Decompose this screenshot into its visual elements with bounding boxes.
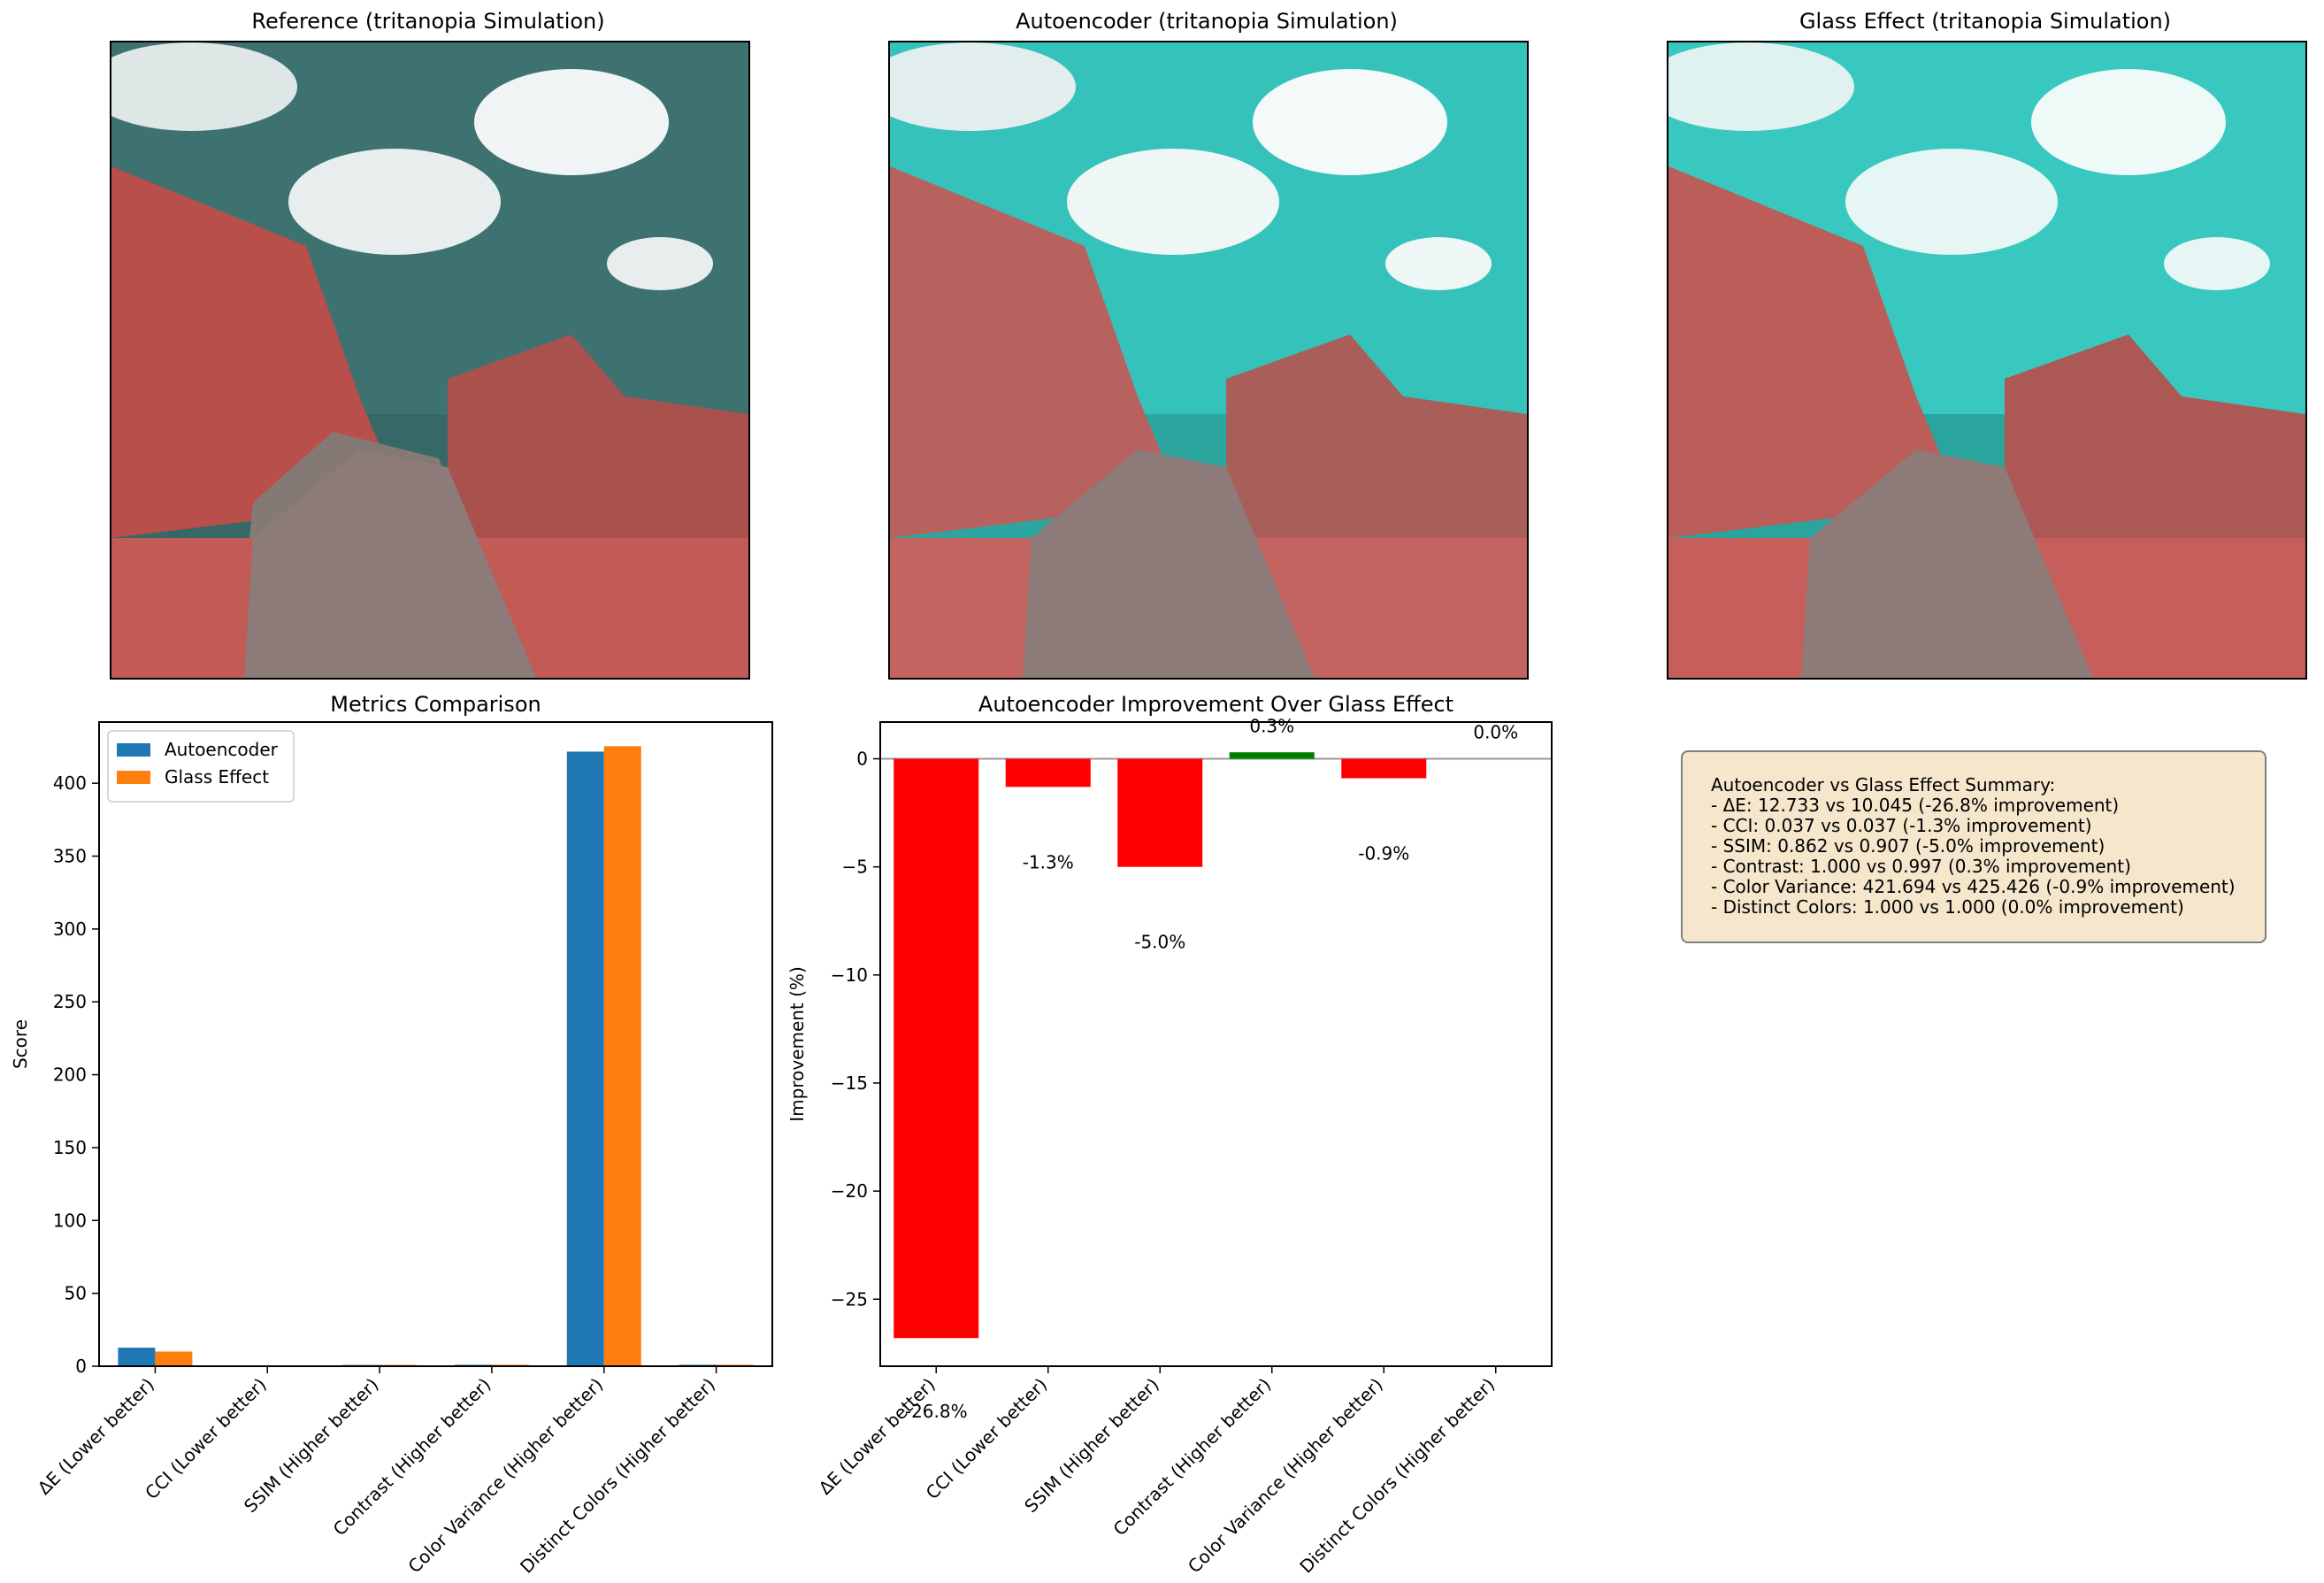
y-tick-label: −10	[831, 964, 868, 986]
autoencoder-image	[888, 41, 1529, 680]
legend-swatch	[117, 743, 150, 757]
data-label: -1.3%	[1023, 851, 1074, 872]
x-tick-label: ΔE (Lower better)	[815, 1374, 940, 1499]
legend-label: Glass Effect	[165, 766, 269, 788]
improvement-bar	[1229, 752, 1315, 759]
legend-box	[107, 730, 295, 803]
y-axis-label: Improvement (%)	[786, 966, 808, 1122]
y-tick-label: 300	[53, 918, 87, 940]
y-tick-label: −25	[831, 1288, 868, 1310]
x-tick-label: CCI (Lower better)	[922, 1374, 1052, 1504]
x-tick-label: ΔE (Lower better)	[34, 1374, 158, 1499]
data-label: 0.3%	[1249, 716, 1294, 737]
data-label: 0.0%	[1473, 722, 1518, 743]
data-label: -26.8%	[905, 1401, 968, 1422]
y-tick-label: 250	[53, 991, 87, 1012]
y-axis-label: Score	[10, 1019, 31, 1069]
y-tick-label: 150	[53, 1137, 87, 1158]
data-label: -5.0%	[1134, 932, 1185, 953]
improvement-bar	[894, 758, 979, 1339]
reference-image-title: Reference (tritanopia Simulation)	[251, 9, 605, 34]
y-tick-label: 350	[53, 846, 87, 867]
bar-autoencoder	[118, 1348, 156, 1366]
y-tick-label: 50	[65, 1283, 87, 1304]
plot-frame	[879, 721, 1553, 1367]
summary-line: - SSIM: 0.862 vs 0.907 (-5.0% improvemen…	[1711, 835, 2105, 857]
improvement-bar	[1005, 758, 1091, 788]
bar-autoencoder	[566, 751, 604, 1366]
y-tick-label: −5	[842, 857, 868, 878]
x-tick-label: Distinct Colors (Higher better)	[516, 1374, 719, 1578]
data-label: -0.9%	[1358, 843, 1409, 865]
bar-glass-effect	[603, 746, 641, 1366]
legend-swatch	[117, 771, 150, 784]
x-tick-label: Color Variance (Higher better)	[403, 1374, 607, 1578]
summary-line: - Color Variance: 421.694 vs 425.426 (-0…	[1711, 876, 2236, 897]
autoencoder-image-title: Autoencoder (tritanopia Simulation)	[1016, 9, 1398, 34]
y-tick-label: 0	[856, 749, 868, 770]
y-tick-label: 400	[53, 772, 87, 794]
chart-title: Metrics Comparison	[330, 692, 541, 717]
summary-heading: Autoencoder vs Glass Effect Summary:	[1711, 774, 2056, 795]
bar-glass-effect	[155, 1351, 193, 1366]
reference-image	[110, 41, 750, 680]
y-tick-label: −15	[831, 1072, 868, 1094]
x-tick-label: CCI (Lower better)	[141, 1374, 271, 1504]
legend-label: Autoencoder	[165, 739, 279, 760]
y-tick-label: −20	[831, 1180, 868, 1202]
glass-image-title: Glass Effect (tritanopia Simulation)	[1799, 9, 2172, 34]
glass-effect-image	[1667, 41, 2307, 680]
x-tick-label: Color Variance (Higher better)	[1184, 1374, 1387, 1578]
plot-frame	[98, 721, 773, 1367]
y-tick-label: 200	[53, 1064, 87, 1086]
summary-box: Autoencoder vs Glass Effect Summary: - Δ…	[1681, 750, 2266, 943]
x-tick-label: Distinct Colors (Higher better)	[1295, 1374, 1499, 1578]
chart-title: Autoencoder Improvement Over Glass Effec…	[978, 692, 1453, 717]
improvement-bar	[1117, 758, 1203, 867]
y-tick-label: 100	[53, 1210, 87, 1231]
summary-line: - Distinct Colors: 1.000 vs 1.000 (0.0% …	[1711, 896, 2184, 918]
summary-line: - Contrast: 1.000 vs 0.997 (0.3% improve…	[1711, 856, 2131, 877]
summary-line: - CCI: 0.037 vs 0.037 (-1.3% improvement…	[1711, 815, 2092, 836]
improvement-bar	[1341, 758, 1427, 779]
y-tick-label: 0	[75, 1356, 87, 1377]
summary-line: - ΔE: 12.733 vs 10.045 (-26.8% improveme…	[1711, 795, 2120, 816]
